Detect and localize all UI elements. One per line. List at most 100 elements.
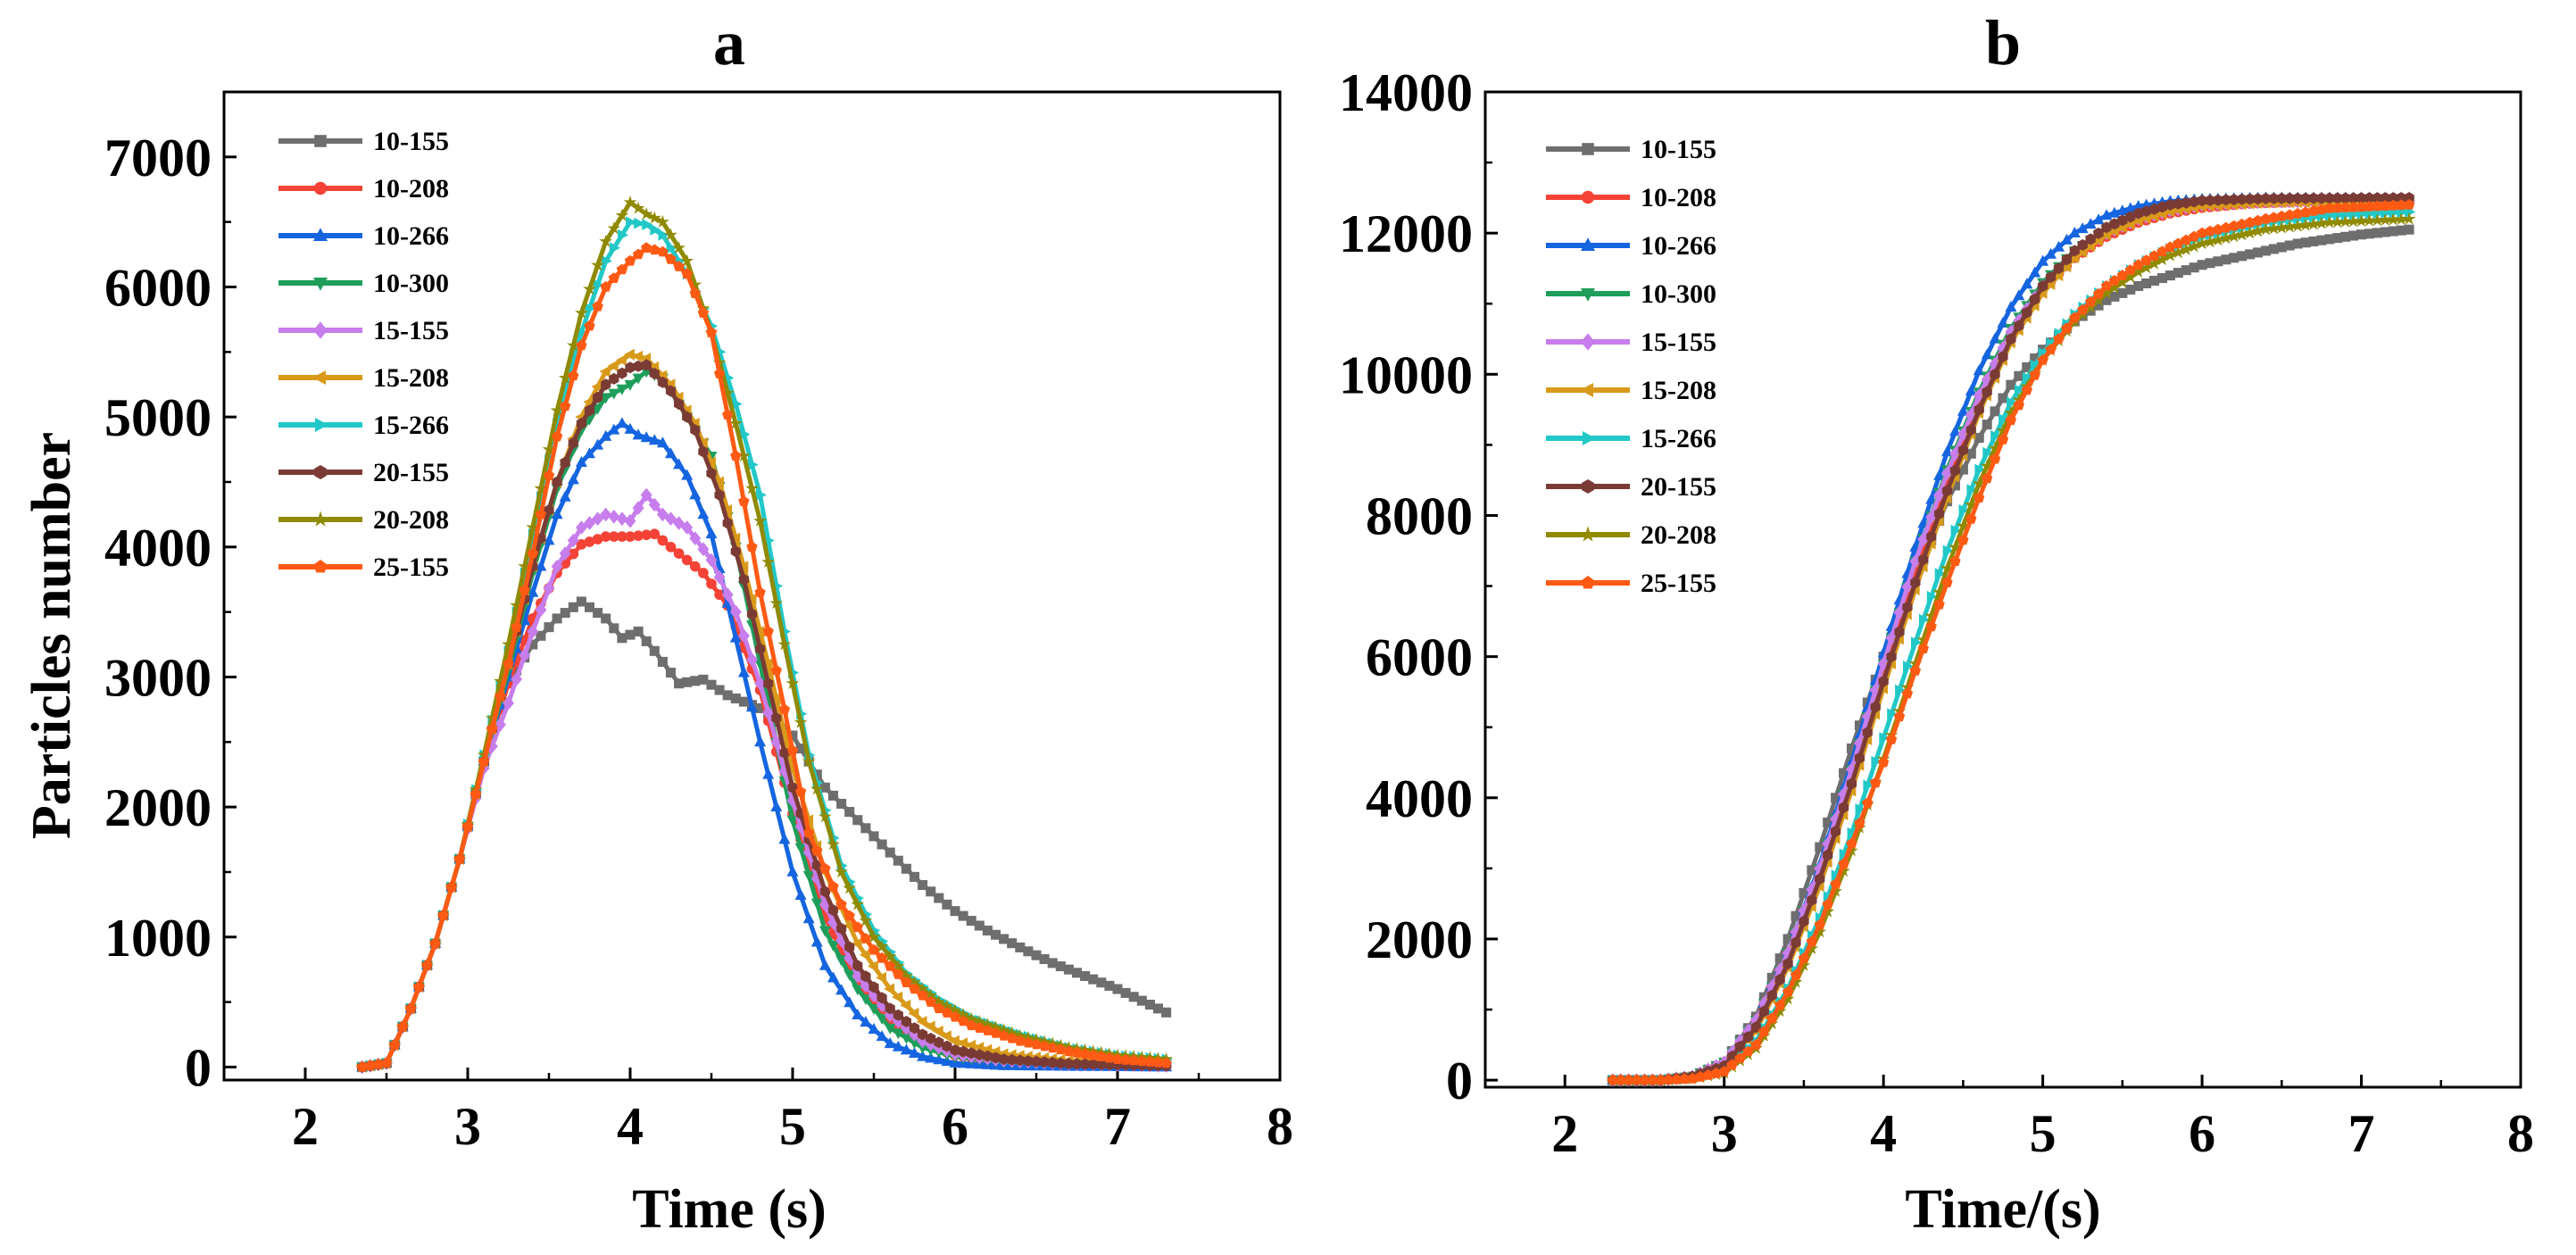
data-point [2156, 201, 2168, 213]
data-point [1886, 651, 1897, 663]
data-point [657, 376, 668, 388]
data-point [558, 370, 572, 384]
x-tick-label: 6 [942, 1097, 968, 1156]
data-point [601, 254, 612, 267]
data-point [2205, 258, 2215, 269]
data-point [2380, 200, 2391, 211]
data-point [2332, 192, 2343, 204]
data-point [616, 511, 628, 526]
data-point [2252, 193, 2264, 205]
data-point [722, 409, 734, 420]
data-point [754, 736, 767, 747]
data-point [1806, 935, 1817, 947]
data-point [511, 621, 522, 632]
legend-marker [1583, 431, 1596, 445]
legend-marker [313, 228, 328, 241]
legend-marker [313, 278, 328, 291]
data-point [778, 703, 791, 715]
data-point [640, 431, 652, 443]
data-point [819, 782, 830, 793]
data-point [673, 548, 685, 559]
data-point [1821, 904, 1835, 918]
data-point [2372, 228, 2382, 238]
data-point [2316, 192, 2327, 204]
data-point [641, 359, 652, 371]
data-point [2347, 214, 2360, 228]
data-point [1949, 555, 1961, 567]
data-point [836, 922, 847, 935]
data-point [1926, 590, 1938, 603]
data-point [2091, 293, 2106, 306]
x-tick-label: 7 [2348, 1104, 2375, 1163]
data-point [1900, 680, 1915, 694]
data-point [632, 428, 644, 440]
data-point [892, 1028, 904, 1040]
data-point [665, 668, 677, 678]
data-point [543, 534, 555, 545]
data-point [1901, 579, 1914, 594]
y-tick-label: 10000 [1339, 345, 1473, 404]
data-point [2388, 226, 2398, 237]
legend-label: 15-208 [1641, 376, 1716, 405]
legend-marker [1581, 333, 1595, 351]
data-point [2227, 229, 2241, 243]
data-point [1111, 1053, 1124, 1064]
data-point [925, 1051, 937, 1063]
data-point [680, 253, 694, 267]
data-point [1079, 1048, 1091, 1060]
data-point [1055, 1043, 1067, 1055]
data-point [753, 626, 765, 637]
data-point [2372, 192, 2382, 204]
data-point [1870, 701, 1881, 713]
data-point [2132, 259, 2144, 270]
legend-item: 20-155 [1546, 472, 1716, 502]
data-point [650, 223, 661, 236]
data-point [720, 386, 735, 399]
data-point [1917, 643, 1929, 653]
data-point [682, 677, 693, 687]
data-point [567, 473, 579, 485]
data-point [665, 253, 677, 264]
data-point [2038, 280, 2048, 292]
panel-a-plot-frame [222, 90, 1282, 1082]
data-point [543, 470, 555, 480]
data-point [704, 456, 716, 469]
data-point [697, 307, 710, 318]
data-point [632, 248, 644, 260]
data-point [665, 511, 677, 526]
data-point [1815, 842, 1825, 852]
data-point [1950, 524, 1962, 536]
data-point [714, 685, 725, 695]
data-point [722, 517, 733, 529]
data-point [876, 1013, 888, 1025]
y-tick-label: 6000 [104, 258, 212, 317]
data-point [665, 447, 677, 459]
data-point [1773, 1004, 1787, 1018]
data-point [681, 520, 694, 535]
data-point [609, 372, 619, 385]
legend-item: 20-208 [278, 505, 449, 535]
data-point [665, 541, 677, 553]
data-point [551, 508, 563, 519]
data-point [916, 982, 929, 995]
data-point [949, 1010, 961, 1022]
data-point [1734, 1041, 1746, 1052]
data-point [770, 801, 783, 811]
data-point [1982, 472, 1993, 484]
data-point [739, 428, 751, 441]
data-point [584, 516, 595, 530]
data-point [494, 690, 506, 702]
data-point [884, 1037, 896, 1049]
data-point [503, 695, 514, 711]
data-point [1758, 1005, 1769, 1018]
data-point [1766, 1012, 1778, 1024]
legend-marker [314, 135, 327, 147]
data-point [917, 1050, 929, 1061]
data-point [575, 520, 587, 535]
data-point [867, 930, 881, 943]
data-point [942, 899, 952, 910]
data-point [877, 839, 887, 850]
data-point [1990, 368, 2000, 380]
data-point [1877, 656, 1890, 671]
data-point [2077, 238, 2088, 251]
